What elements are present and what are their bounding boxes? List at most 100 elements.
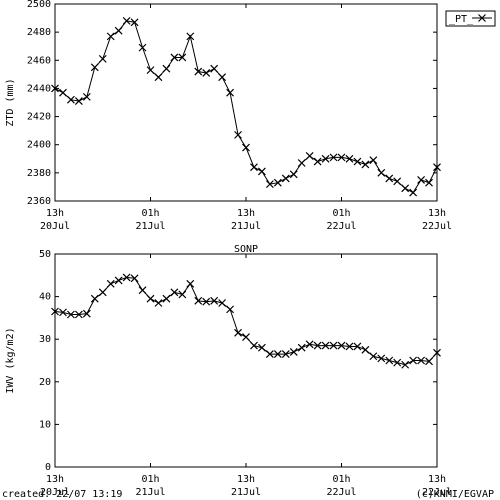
point-marker: [170, 53, 179, 62]
legend-label: _PT_: [449, 14, 474, 25]
legend-marker: [478, 14, 486, 22]
point-marker: [329, 153, 338, 162]
point-marker: [393, 358, 402, 367]
point-marker: [297, 343, 306, 352]
point-marker: [98, 54, 107, 63]
point-marker: [321, 154, 330, 163]
point-marker: [257, 343, 266, 352]
point-marker: [281, 350, 290, 359]
x-tick-label-line: 21Jul: [135, 487, 165, 498]
point-marker: [82, 309, 91, 318]
point-marker: [361, 345, 370, 354]
legend-box: [445, 10, 496, 27]
point-marker: [337, 341, 346, 350]
x-tick-label-line: 01h: [141, 474, 159, 485]
point-marker: [401, 184, 410, 193]
point-marker: [202, 69, 211, 77]
point-marker: [130, 18, 139, 27]
y-tick-label: 20: [39, 377, 51, 388]
point-marker: [353, 157, 362, 166]
x-tick-label-line: 22Jul: [326, 487, 356, 498]
point-marker: [226, 305, 235, 314]
credit-note: (c)KNMI/EGVAP: [416, 489, 494, 500]
x-tick-label-line: 01h: [332, 208, 350, 219]
point-marker: [202, 297, 211, 306]
point-marker: [90, 294, 99, 303]
point-marker: [194, 67, 203, 76]
y-tick-label: 10: [39, 419, 51, 430]
y-tick-label: 2460: [27, 55, 51, 66]
point-marker: [409, 356, 418, 365]
point-marker: [385, 356, 394, 365]
point-marker: [218, 73, 227, 82]
point-marker: [98, 288, 107, 297]
x-tick-label-line: 13h: [46, 474, 64, 485]
x-tick-label: 01h 22Jul: [326, 474, 356, 498]
point-marker: [194, 296, 203, 305]
point-marker: [226, 88, 235, 97]
x-tick-label-line: 01h: [332, 474, 350, 485]
point-marker: [337, 153, 346, 162]
x-tick-label-line: 21Jul: [231, 487, 261, 498]
x-tick-label-line: 22Jul: [422, 221, 452, 232]
point-marker: [154, 73, 163, 82]
x-tick-label-line: 01h: [141, 208, 159, 219]
point-marker: [51, 84, 59, 93]
point-marker: [186, 32, 195, 41]
point-marker: [146, 66, 155, 75]
point-marker: [51, 307, 59, 316]
x-tick-label-line: 13h: [46, 208, 64, 219]
point-marker: [122, 16, 131, 25]
point-marker: [114, 26, 123, 35]
point-marker: [242, 143, 250, 152]
x-tick-label: 13h 22Jul: [422, 474, 452, 498]
point-marker: [265, 180, 274, 189]
point-marker: [369, 156, 378, 165]
point-marker: [273, 350, 282, 359]
y-tick-label: 2480: [27, 27, 51, 38]
point-marker: [345, 342, 354, 351]
x-tick-label-line: 21Jul: [135, 221, 165, 232]
point-marker: [66, 310, 75, 319]
point-marker: [154, 299, 163, 307]
point-marker: [425, 357, 433, 366]
x-tick-label-line: 13h: [237, 208, 255, 219]
point-marker: [138, 286, 147, 295]
y-axis-label: IWV (kg/m2): [5, 327, 16, 393]
point-marker: [170, 288, 179, 297]
point-marker: [146, 294, 155, 303]
chart-title: SONP: [234, 244, 258, 255]
point-marker: [178, 53, 187, 62]
point-marker: [210, 64, 219, 73]
point-marker: [82, 92, 91, 101]
y-tick-label: 2420: [27, 112, 51, 123]
point-marker: [289, 170, 298, 179]
point-marker: [90, 63, 99, 72]
point-marker: [329, 341, 338, 350]
x-tick-label: 01h 21Jul: [135, 474, 165, 498]
point-marker: [313, 157, 322, 166]
point-marker: [401, 360, 410, 369]
point-marker: [385, 174, 394, 183]
x-tick-label: 13h 20Jul: [40, 208, 70, 232]
x-tick-label: 13h 21Jul: [231, 208, 261, 232]
point-marker: [289, 348, 298, 356]
point-marker: [433, 163, 441, 172]
point-marker: [162, 294, 171, 303]
point-marker: [377, 354, 386, 363]
point-marker: [313, 341, 322, 350]
y-axis-label: ZTD (mm): [5, 78, 16, 126]
point-marker: [297, 159, 306, 167]
y-tick-label: 50: [39, 249, 51, 260]
point-marker: [321, 341, 330, 350]
point-marker: [305, 152, 314, 160]
point-marker: [361, 160, 370, 169]
series-line: [54, 20, 438, 194]
x-tick-label: 01h 22Jul: [326, 208, 356, 232]
point-marker: [345, 154, 354, 163]
point-marker: [162, 64, 171, 73]
x-tick-label: 13h 22Jul: [422, 208, 452, 232]
point-marker: [59, 88, 67, 97]
point-marker: [377, 168, 386, 177]
point-marker: [234, 130, 242, 139]
